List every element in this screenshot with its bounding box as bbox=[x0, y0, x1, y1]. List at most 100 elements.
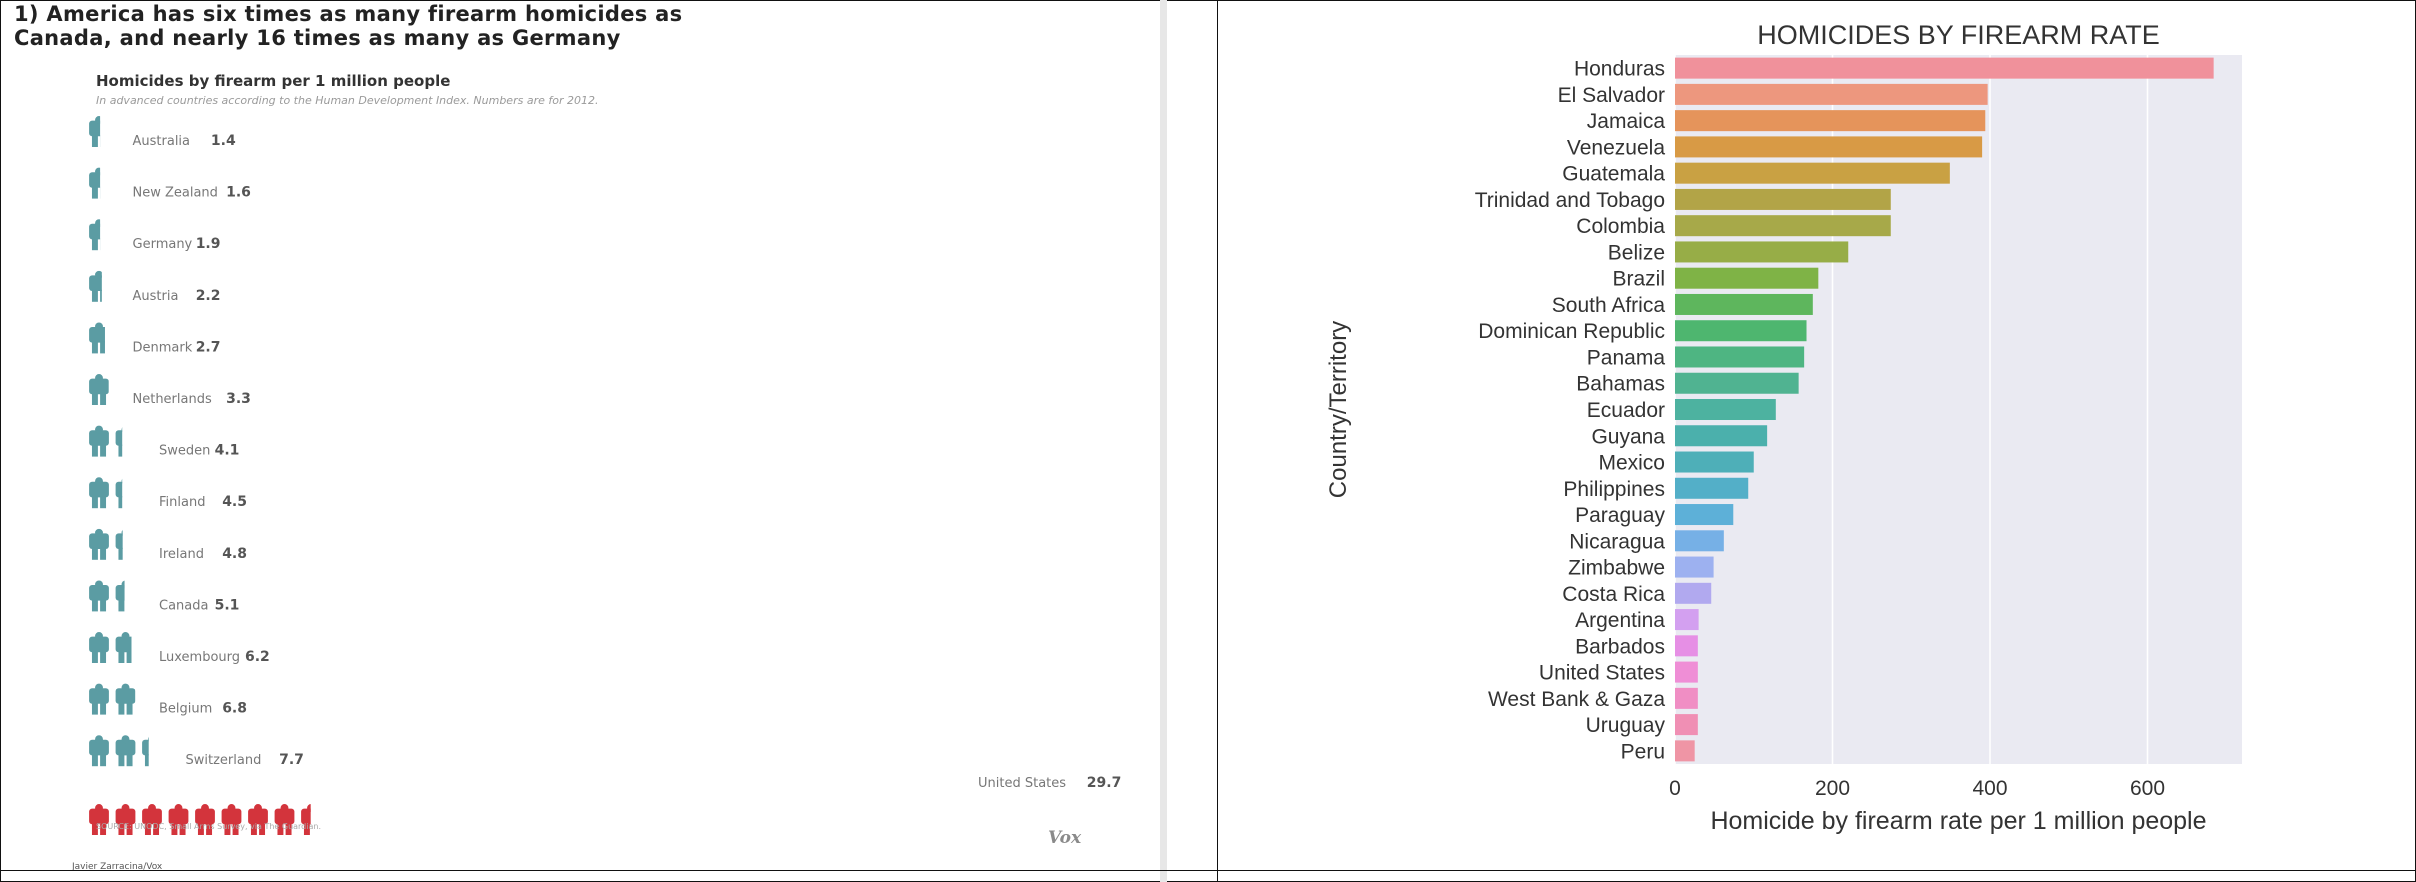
person-figure bbox=[115, 427, 123, 457]
y-tick-label: Guatemala bbox=[1562, 163, 1665, 186]
isotype-row-netherlands: Netherlands 3.3 bbox=[89, 374, 251, 407]
person-figure bbox=[89, 322, 105, 354]
bottom-rule bbox=[0, 870, 2416, 871]
isotype-value-label: 5.1 bbox=[215, 597, 240, 613]
y-tick-label: Bahamas bbox=[1576, 373, 1665, 396]
person-figure bbox=[142, 804, 162, 835]
isotype-value-label: 6.2 bbox=[245, 649, 270, 665]
bar-nicaragua bbox=[1675, 530, 1724, 552]
headline-line-1: 1) America has six times as many firearm… bbox=[14, 2, 683, 26]
isotype-country-label: Finland bbox=[159, 495, 205, 510]
isotype-row-denmark: Denmark 2.7 bbox=[89, 322, 221, 355]
bar-honduras bbox=[1675, 57, 2214, 79]
x-tick-label: 200 bbox=[1815, 777, 1850, 800]
y-tick-label: Dominican Republic bbox=[1478, 320, 1665, 343]
bar-costa-rica bbox=[1675, 582, 1712, 604]
person-figure bbox=[89, 528, 109, 560]
bar-guyana bbox=[1675, 425, 1768, 447]
bar-guatemala bbox=[1675, 162, 1950, 184]
y-tick-label: Trinidad and Tobago bbox=[1475, 189, 1665, 212]
bar-bahamas bbox=[1675, 372, 1799, 394]
bar-dominican-republic bbox=[1675, 320, 1807, 342]
isotype-row-ireland: Ireland 4.8 bbox=[89, 528, 247, 562]
person-figure bbox=[248, 804, 268, 835]
isotype-value-label: 1.6 bbox=[226, 185, 251, 201]
bar-panama bbox=[1675, 346, 1805, 368]
isotype-value-label: 29.7 bbox=[1087, 775, 1122, 791]
headline-line-2: Canada, and nearly 16 times as many as G… bbox=[14, 26, 621, 50]
isotype-row-canada: Canada 5.1 bbox=[89, 580, 239, 613]
bar-venezuela bbox=[1675, 136, 1983, 158]
y-axis-label: Country/Territory bbox=[1325, 321, 1352, 498]
bar-west-bank-gaza bbox=[1675, 687, 1698, 709]
vox-source: SOURCE: UNODC, Small Arms Survey, via Th… bbox=[96, 822, 321, 831]
y-tick-label: Ecuador bbox=[1587, 399, 1665, 422]
y-tick-label: Jamaica bbox=[1587, 110, 1666, 133]
y-tick-label: Venezuela bbox=[1567, 136, 1665, 159]
x-tick-label: 0 bbox=[1669, 777, 1681, 800]
vox-headline: 1) America has six times as many firearm… bbox=[14, 2, 682, 50]
vox-credit: Javier Zarracina/Vox bbox=[72, 862, 163, 872]
isotype-country-label: Switzerland bbox=[186, 753, 262, 768]
isotype-chart: Australia 1.4 New Zealand 1.6 Germany 1.9 Aust… bbox=[89, 116, 1121, 835]
bar-zimbabwe bbox=[1675, 556, 1714, 578]
person-figure bbox=[274, 804, 295, 835]
y-tick-label: Costa Rica bbox=[1562, 583, 1665, 606]
person-figure bbox=[115, 683, 136, 715]
bar-south-africa bbox=[1675, 293, 1813, 315]
person-figure bbox=[89, 632, 109, 663]
isotype-country-label: Sweden bbox=[159, 444, 210, 459]
person-figure bbox=[89, 167, 101, 199]
isotype-row-luxembourg: Luxembourg 6.2 bbox=[89, 632, 270, 665]
person-figure bbox=[115, 530, 123, 560]
y-tick-label: West Bank & Gaza bbox=[1488, 688, 1665, 711]
right-panel-seaborn-chart: 0 200 400 600 Honduras El Salvador Jamaica Vene… bbox=[1218, 0, 2416, 870]
isotype-country-label: United States bbox=[978, 776, 1066, 791]
isotype-country-label: New Zealand bbox=[133, 186, 218, 201]
bar-united-states bbox=[1675, 661, 1698, 683]
person-figure bbox=[89, 116, 101, 147]
person-figure bbox=[89, 219, 101, 251]
isotype-row-finland: Finland 4.5 bbox=[89, 477, 247, 510]
isotype-row-austria: Austria 2.2 bbox=[89, 270, 221, 304]
isotype-country-label: Germany bbox=[133, 237, 193, 252]
person-figure bbox=[142, 737, 149, 767]
isotype-value-label: 3.3 bbox=[226, 391, 251, 407]
firearm-rate-bar-chart: 0 200 400 600 Honduras El Salvador Jamaica Vene… bbox=[1325, 20, 2242, 835]
y-tick-label: Nicaragua bbox=[1569, 530, 1665, 553]
vox-chart-note: In advanced countries according to the H… bbox=[96, 94, 599, 107]
y-tick-label: Honduras bbox=[1574, 58, 1665, 81]
y-tick-label: Argentina bbox=[1575, 609, 1665, 632]
person-figure bbox=[89, 735, 109, 767]
person-figure bbox=[89, 477, 109, 509]
bar-mexico bbox=[1675, 451, 1754, 473]
isotype-country-label: Australia bbox=[133, 134, 191, 149]
person-figure bbox=[89, 270, 102, 302]
isotype-row-germany: Germany 1.9 bbox=[89, 219, 221, 252]
person-figure bbox=[89, 374, 109, 405]
x-axis-label: Homicide by firearm rate per 1 million p… bbox=[1710, 807, 2206, 835]
isotype-value-label: 4.1 bbox=[215, 443, 240, 459]
isotype-country-label: Austria bbox=[133, 289, 179, 304]
y-tick-label: El Salvador bbox=[1558, 84, 1665, 107]
isotype-country-label: Netherlands bbox=[133, 392, 212, 407]
isotype-row-united-states: United States 29.7 bbox=[89, 775, 1121, 835]
isotype-country-label: Luxembourg bbox=[159, 650, 240, 665]
panel-divider bbox=[1217, 0, 1218, 882]
y-tick-label: Panama bbox=[1587, 346, 1666, 369]
person-figure bbox=[115, 632, 132, 663]
chart-title: HOMICIDES BY FIREARM RATE bbox=[1757, 20, 2160, 50]
bar-barbados bbox=[1675, 635, 1698, 657]
isotype-row-switzerland: Switzerland 7.7 bbox=[89, 735, 304, 768]
bar-uruguay bbox=[1675, 714, 1698, 736]
isotype-value-label: 4.8 bbox=[222, 546, 247, 562]
isotype-value-label: 4.5 bbox=[222, 494, 247, 510]
isotype-value-label: 2.2 bbox=[196, 288, 221, 304]
person-figure bbox=[301, 804, 311, 835]
person-figure bbox=[89, 425, 109, 457]
y-tick-label: Philippines bbox=[1563, 478, 1665, 501]
y-tick-label: South Africa bbox=[1552, 294, 1666, 317]
y-tick-label: Belize bbox=[1608, 241, 1665, 264]
bar-philippines bbox=[1675, 477, 1749, 499]
y-tick-label: Uruguay bbox=[1586, 714, 1666, 737]
